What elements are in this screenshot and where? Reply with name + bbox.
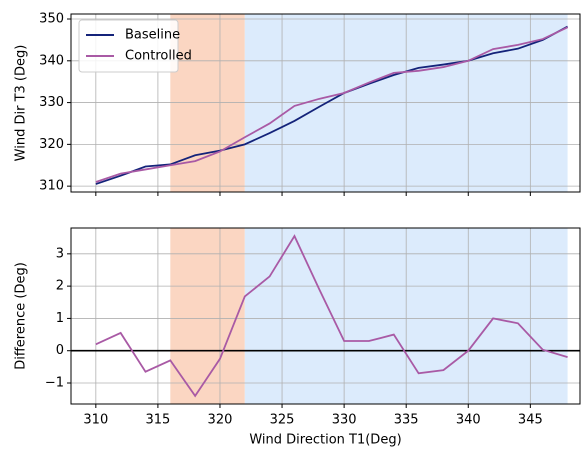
y-tick-label: 1 xyxy=(56,311,64,326)
x-tick-label: 345 xyxy=(518,413,543,428)
y-tick-label: 0 xyxy=(56,343,64,358)
y-tick-label: −1 xyxy=(45,376,64,391)
x-tick-label: 325 xyxy=(270,413,295,428)
shaded-region xyxy=(170,14,245,192)
shaded-region xyxy=(170,228,245,404)
x-tick-label: 315 xyxy=(145,413,170,428)
legend-box xyxy=(78,19,179,73)
plot-frame xyxy=(70,227,581,405)
y-axis-label: Difference (Deg) xyxy=(14,262,29,370)
legend-label: Baseline xyxy=(125,28,180,43)
legend-label: Controlled xyxy=(125,49,192,64)
series-line xyxy=(95,26,568,183)
y-tick-label: 310 xyxy=(39,179,64,194)
y-tick-label: 320 xyxy=(39,137,64,152)
y-tick-label: 3 xyxy=(56,246,64,261)
y-tick-label: 2 xyxy=(56,279,64,294)
y-tick-label: 340 xyxy=(39,53,64,68)
x-axis-label: Wind Direction T1(Deg) xyxy=(249,433,401,448)
y-tick-label: 350 xyxy=(39,12,64,27)
y-tick-label: 330 xyxy=(39,95,64,110)
x-tick-label: 330 xyxy=(332,413,357,428)
y-axis-label: Wind Dir T3 (Deg) xyxy=(14,45,29,162)
plot-frame xyxy=(70,13,581,193)
series-line xyxy=(95,234,568,398)
x-tick-label: 320 xyxy=(208,413,233,428)
legend: Baseline Controlled xyxy=(78,19,192,73)
x-tick-label: 335 xyxy=(394,413,419,428)
x-tick-label: 310 xyxy=(83,413,108,428)
x-tick-label: 340 xyxy=(456,413,481,428)
series-line xyxy=(95,25,569,185)
